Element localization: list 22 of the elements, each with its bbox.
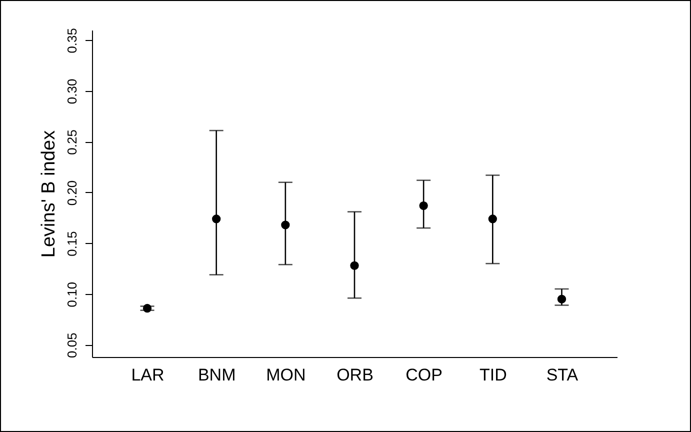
y-tick-label: 0.10 <box>64 282 80 308</box>
x-tick-label: MON <box>266 366 306 384</box>
y-tick-label: 0.35 <box>64 28 80 54</box>
point <box>350 261 359 270</box>
x-tick-label: BNM <box>198 366 236 384</box>
y-axis-title: Levins' B index <box>38 130 60 258</box>
x-tick-label: TID <box>479 366 507 384</box>
y-tick-label: 0.05 <box>64 332 80 358</box>
point <box>419 201 428 210</box>
point <box>212 214 221 224</box>
point <box>142 304 152 313</box>
point <box>488 214 497 224</box>
x-tick-label: STA <box>546 366 579 384</box>
y-tick-label: 0.30 <box>64 78 80 104</box>
x-tick-label: COP <box>406 366 442 384</box>
y-tick-label: 0.20 <box>64 180 80 206</box>
point <box>557 294 566 304</box>
x-tick-label: ORB <box>336 366 374 384</box>
x-tick-label: LAR <box>131 366 164 384</box>
y-tick-label: 0.25 <box>64 130 80 155</box>
y-tick-label: 0.15 <box>64 231 80 256</box>
point <box>281 220 290 230</box>
